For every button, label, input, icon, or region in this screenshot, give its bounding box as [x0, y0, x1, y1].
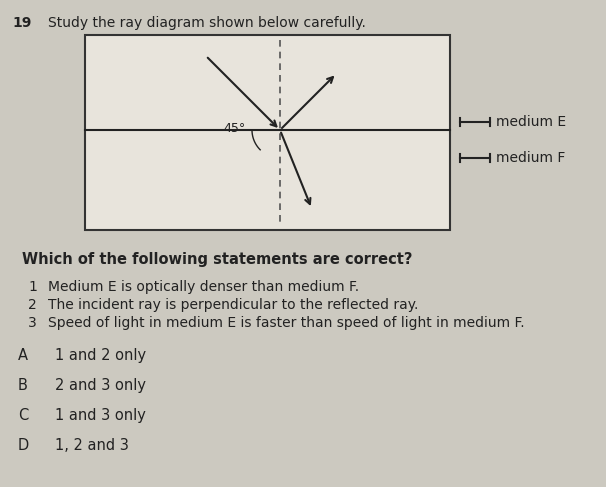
Text: 19: 19	[12, 16, 32, 30]
Text: 1: 1	[28, 280, 37, 294]
Text: D: D	[18, 438, 29, 453]
Text: A: A	[18, 348, 28, 363]
Text: B: B	[18, 378, 28, 393]
Text: Which of the following statements are correct?: Which of the following statements are co…	[22, 252, 413, 267]
Text: medium E: medium E	[496, 115, 566, 129]
Text: 45°: 45°	[224, 122, 246, 135]
Text: Study the ray diagram shown below carefully.: Study the ray diagram shown below carefu…	[48, 16, 366, 30]
Text: 1, 2 and 3: 1, 2 and 3	[55, 438, 129, 453]
Text: C: C	[18, 408, 28, 423]
Text: 2: 2	[28, 298, 37, 312]
Text: 2 and 3 only: 2 and 3 only	[55, 378, 146, 393]
Bar	[85, 35, 450, 230]
Text: 1 and 3 only: 1 and 3 only	[55, 408, 146, 423]
Text: Medium E is optically denser than medium F.: Medium E is optically denser than medium…	[48, 280, 359, 294]
Text: 1 and 2 only: 1 and 2 only	[55, 348, 146, 363]
Text: Speed of light in medium E is faster than speed of light in medium F.: Speed of light in medium E is faster tha…	[48, 316, 525, 330]
Text: medium F: medium F	[496, 151, 565, 165]
Text: 3: 3	[28, 316, 37, 330]
Text: The incident ray is perpendicular to the reflected ray.: The incident ray is perpendicular to the…	[48, 298, 418, 312]
